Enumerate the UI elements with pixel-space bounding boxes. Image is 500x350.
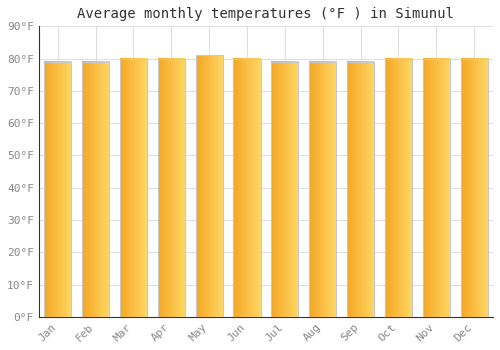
Bar xyxy=(234,58,260,317)
Bar xyxy=(309,62,336,317)
Bar xyxy=(385,58,412,317)
Bar xyxy=(460,58,488,317)
Bar xyxy=(271,62,298,317)
Bar xyxy=(422,58,450,317)
Bar xyxy=(120,58,147,317)
Bar xyxy=(44,62,72,317)
Title: Average monthly temperatures (°F ) in Simunul: Average monthly temperatures (°F ) in Si… xyxy=(78,7,454,21)
Bar xyxy=(347,62,374,317)
Bar xyxy=(158,58,185,317)
Bar xyxy=(196,55,223,317)
Bar xyxy=(82,62,109,317)
